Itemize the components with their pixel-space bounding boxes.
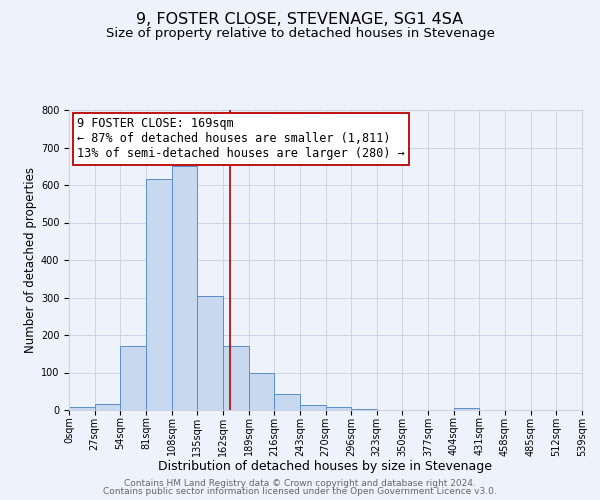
Text: Contains HM Land Registry data © Crown copyright and database right 2024.: Contains HM Land Registry data © Crown c… [124, 478, 476, 488]
Bar [69, 407, 95, 410]
Y-axis label: Number of detached properties: Number of detached properties [23, 167, 37, 353]
Bar [454, 408, 479, 410]
Text: Size of property relative to detached houses in Stevenage: Size of property relative to detached ho… [106, 28, 494, 40]
Bar [121, 346, 146, 410]
Text: 9 FOSTER CLOSE: 169sqm
← 87% of detached houses are smaller (1,811)
13% of semi-: 9 FOSTER CLOSE: 169sqm ← 87% of detached… [77, 118, 404, 160]
Bar [351, 409, 377, 410]
Text: Contains public sector information licensed under the Open Government Licence v3: Contains public sector information licen… [103, 487, 497, 496]
Bar [325, 407, 351, 410]
Bar [274, 394, 300, 410]
X-axis label: Distribution of detached houses by size in Stevenage: Distribution of detached houses by size … [158, 460, 493, 473]
Text: 9, FOSTER CLOSE, STEVENAGE, SG1 4SA: 9, FOSTER CLOSE, STEVENAGE, SG1 4SA [136, 12, 464, 28]
Bar [248, 373, 274, 410]
Bar [172, 166, 197, 410]
Bar [95, 404, 121, 410]
Bar [197, 296, 223, 410]
Bar [300, 405, 325, 410]
Bar [146, 180, 172, 410]
Bar [223, 346, 248, 410]
